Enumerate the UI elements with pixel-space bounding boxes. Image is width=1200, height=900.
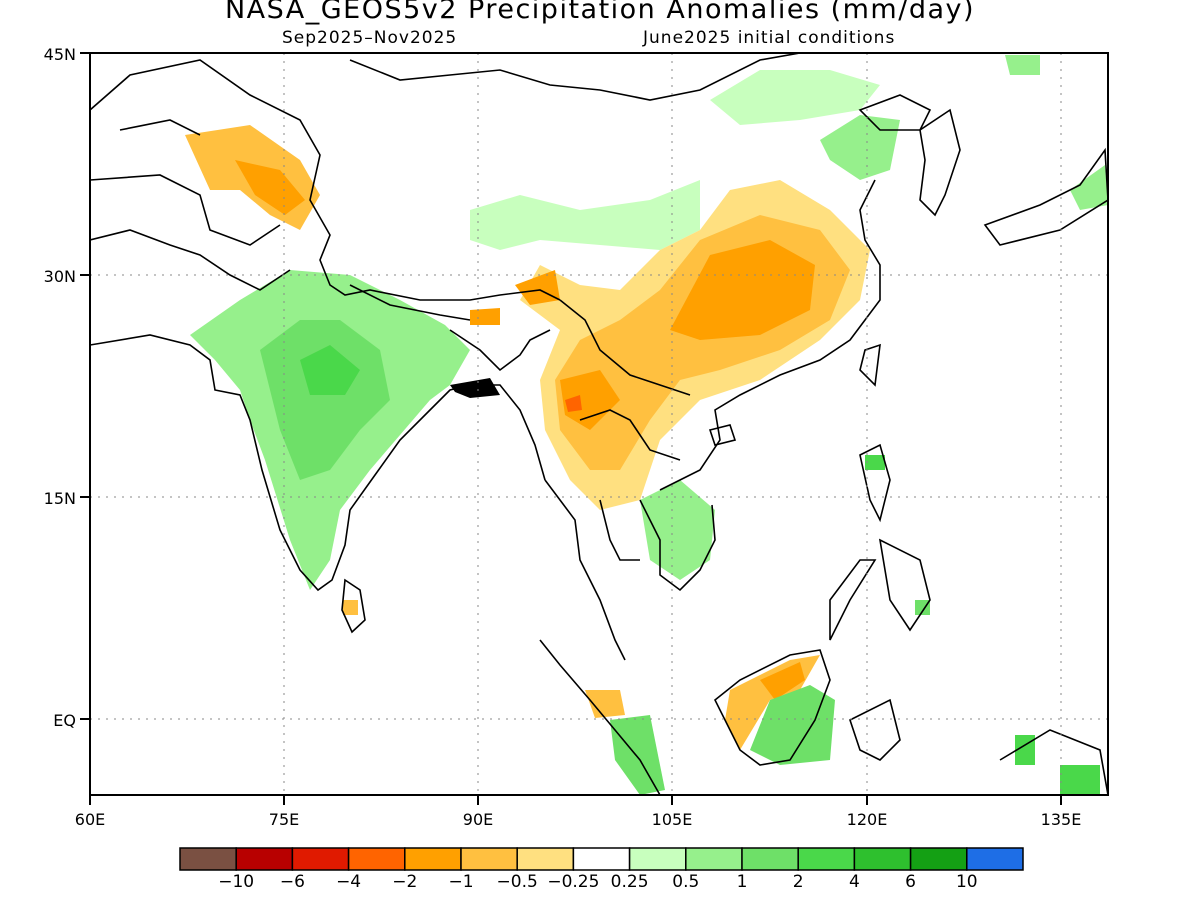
colorbar-label: −10: [218, 872, 255, 892]
gridlines: [90, 53, 1108, 795]
colorbar-label: −0.5: [496, 872, 538, 892]
dry-region-borneo-core: [760, 662, 805, 700]
colorbar-swatch: [797, 847, 856, 871]
colorbar-swatch: [404, 847, 462, 871]
dry-region-myanmar-core: [565, 395, 582, 412]
wet-region-mindanao: [915, 600, 930, 615]
x-tick-75e: 75E: [269, 810, 299, 829]
x-tick-135e: 135E: [1041, 810, 1082, 829]
colorbar-swatch: [853, 847, 912, 871]
init-subtitle: June2025 initial conditions: [643, 28, 896, 48]
colorbar-label: −4: [336, 872, 362, 892]
tick-marks: [80, 52, 1062, 805]
colorbar-label: 4: [848, 872, 860, 892]
colorbar-label: −0.25: [547, 872, 600, 892]
colorbar-label: 1: [736, 872, 748, 892]
delta-outline: [450, 378, 500, 398]
dry-region-china-strong: [670, 240, 815, 340]
colorbar-swatch: [460, 847, 518, 871]
x-axis-labels: 60E 75E 90E 105E 120E 135E: [75, 810, 1082, 829]
dry-region-srilanka: [343, 600, 358, 615]
anomaly-field: [185, 55, 1108, 795]
colorbar-swatch: [179, 847, 237, 871]
colorbar-label: 2: [792, 872, 804, 892]
wet-region-india-heavy: [300, 345, 360, 395]
wet-region-luzon: [865, 455, 885, 470]
colorbar-swatch: [966, 847, 1024, 871]
wet-region-mongolia: [710, 70, 880, 125]
colorbar-label: −2: [392, 872, 418, 892]
season-subtitle: Sep2025–Nov2025: [282, 28, 458, 48]
x-tick-60e: 60E: [75, 810, 105, 829]
plot-frame: [89, 52, 1109, 796]
y-tick-15n: 15N: [44, 489, 76, 508]
colorbar-label: 6: [905, 872, 917, 892]
dry-region-bhutan: [470, 308, 500, 325]
colorbar-label: −1: [448, 872, 474, 892]
colorbar-label: 0.5: [672, 872, 700, 892]
wet-region-indochina: [640, 480, 715, 580]
x-tick-90e: 90E: [463, 810, 493, 829]
colorbar-swatch: [291, 847, 350, 871]
colorbar-label: 10: [955, 872, 978, 892]
y-tick-eq: EQ: [53, 711, 76, 730]
x-tick-105e: 105E: [652, 810, 693, 829]
colorbar-swatch: [572, 847, 631, 871]
wet-region-manchuria: [820, 115, 900, 180]
coastlines: [90, 53, 1108, 795]
y-axis-labels: 45N 30N 15N EQ: [44, 45, 76, 730]
y-tick-45n: 45N: [44, 45, 76, 64]
map-title: NASA_GEOS5v2 Precipitation Anomalies (mm…: [224, 0, 976, 25]
wet-region-sumatra: [610, 715, 665, 795]
dry-region-myanmar-strong: [560, 370, 620, 430]
wet-region-india-core: [260, 320, 390, 480]
wet-region-japan-north: [1005, 55, 1040, 75]
wet-region-borneo: [750, 685, 835, 765]
colorbar-label: 0.25: [610, 872, 649, 892]
x-tick-120e: 120E: [847, 810, 888, 829]
colorbar-swatch: [909, 847, 968, 871]
wet-region-tibet: [470, 180, 700, 250]
colorbar-swatch: [628, 847, 687, 871]
colorbar: [179, 847, 1024, 871]
colorbar-swatch: [516, 847, 575, 871]
colorbar-swatch: [235, 847, 294, 871]
colorbar-label: −6: [279, 872, 305, 892]
colorbar-swatch: [685, 847, 743, 871]
y-tick-30n: 30N: [44, 267, 76, 286]
dry-region-karakoram-core: [235, 160, 305, 215]
dry-region-assam: [515, 270, 560, 305]
dry-region-sumatra: [585, 690, 625, 718]
colorbar-swatch: [347, 847, 406, 871]
wet-region-newguinea: [1060, 765, 1100, 795]
colorbar-swatch: [741, 847, 799, 871]
wet-region-japan: [1070, 165, 1108, 210]
